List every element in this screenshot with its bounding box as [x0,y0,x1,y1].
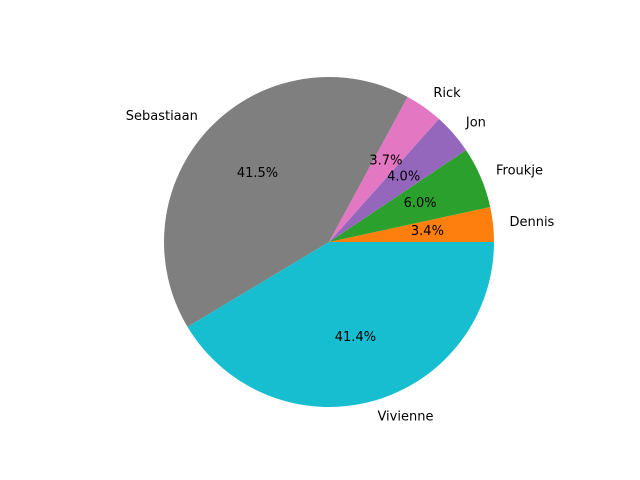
slice-percent-dennis: 3.4% [411,224,444,239]
pie-labels: Dennis 3.4% Froukje 6.0% Jon 4.0% Rick 3.7% Seba… [126,86,555,424]
slice-percent-jon: 4.0% [387,169,420,184]
slice-label-sebastiaan: Sebastiaan [126,109,198,124]
slice-label-rick: Rick [433,86,461,101]
slice-percent-sebastiaan: 41.5% [237,166,278,181]
pie-slices [163,76,495,408]
pie-slice-sebastiaan [163,76,408,327]
slice-label-dennis: Dennis [509,215,554,230]
slice-label-jon: Jon [465,115,486,130]
slice-percent-vivienne: 41.4% [335,330,376,345]
slice-label-vivienne: Vivienne [377,409,433,424]
pie-slice-vivienne [187,242,494,408]
pie-slice-froukje [329,150,491,242]
pie-slice-dennis [329,207,495,242]
slice-label-froukje: Froukje [496,163,543,178]
pie-slice-jon [329,118,467,242]
slice-percent-rick: 3.7% [369,154,402,169]
slice-percent-froukje: 6.0% [404,196,437,211]
pie-slice-rick [329,96,439,242]
